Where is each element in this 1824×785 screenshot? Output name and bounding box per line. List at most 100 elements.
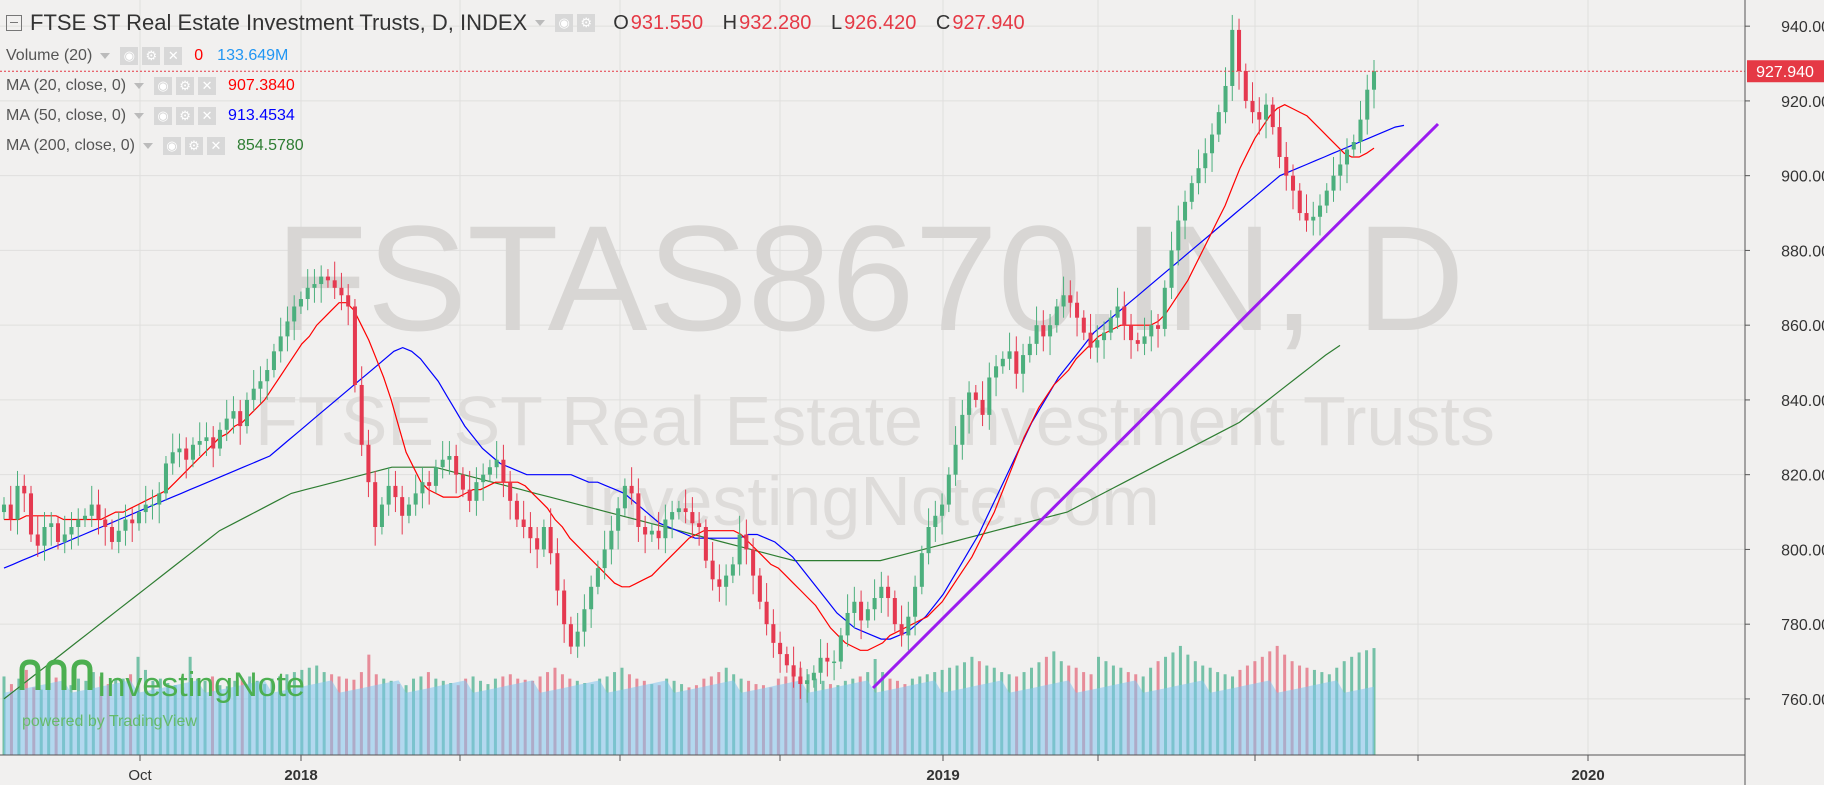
ohlc-open-value: 931.550 xyxy=(630,11,704,34)
candle-body xyxy=(1250,100,1255,113)
ohlc-close-value: 927.940 xyxy=(952,11,1025,34)
price-label: 927.940 xyxy=(1747,60,1824,83)
close-icon[interactable]: ✕ xyxy=(164,47,183,65)
candle-body xyxy=(109,527,115,542)
eye-icon[interactable]: ◉ xyxy=(555,14,574,32)
gear-icon[interactable]: ⚙ xyxy=(184,137,203,155)
eye-icon[interactable]: ◉ xyxy=(120,47,139,65)
candle-body xyxy=(1344,149,1350,165)
candle-body xyxy=(251,388,256,400)
watermark-name: FTSE ST Real Estate Investment Trusts xyxy=(255,382,1495,460)
candle-body xyxy=(987,377,992,415)
candle-body xyxy=(818,657,823,673)
time-tick-label: 2020 xyxy=(1571,767,1604,784)
candle-body xyxy=(352,306,357,385)
time-tick-label: 2019 xyxy=(926,767,959,784)
eye-icon[interactable]: ◉ xyxy=(154,77,173,95)
candle-body xyxy=(467,489,472,501)
candle-body xyxy=(42,527,47,546)
candlestick-series xyxy=(1,14,1377,703)
candle-body xyxy=(697,523,702,528)
close-icon[interactable]: ✕ xyxy=(198,77,217,95)
trend-line[interactable] xyxy=(871,122,1440,690)
ma20-line xyxy=(4,104,1375,651)
candle-body xyxy=(1027,343,1032,356)
candle-body xyxy=(946,474,951,505)
collapse-icon[interactable] xyxy=(6,15,22,31)
candle-body xyxy=(487,467,492,475)
candle-body xyxy=(1075,302,1080,318)
indicator-ma200[interactable]: MA (200, close, 0) ◉ ⚙ ✕ 854.5780 xyxy=(6,137,304,155)
volume-ma xyxy=(4,680,1374,755)
candle-body xyxy=(244,399,249,427)
candle-body xyxy=(1196,168,1201,184)
candle-body xyxy=(190,444,195,460)
candle-body xyxy=(1230,29,1235,86)
candle-body xyxy=(89,504,94,516)
candle-body xyxy=(771,624,776,643)
gear-icon[interactable]: ⚙ xyxy=(176,77,195,95)
indicator-ma20[interactable]: MA (20, close, 0) ◉ ⚙ ✕ 907.3840 xyxy=(6,77,295,95)
candle-body xyxy=(433,467,438,486)
indicator-dropdown-icon[interactable] xyxy=(134,83,145,89)
gear-icon[interactable]: ⚙ xyxy=(176,107,195,125)
candle-body xyxy=(292,306,297,322)
candle-body xyxy=(76,519,81,528)
candle-body xyxy=(130,519,135,524)
time-tick-label: Oct xyxy=(128,767,152,784)
indicator-label: MA (50, close, 0) xyxy=(6,107,127,124)
candle-body xyxy=(346,295,351,307)
candle-body xyxy=(238,411,243,427)
candle-body xyxy=(1068,295,1073,303)
candle-body xyxy=(184,448,189,460)
candle-body xyxy=(460,474,465,490)
eye-icon[interactable]: ◉ xyxy=(154,107,173,125)
candle-body xyxy=(143,504,148,513)
candle-body xyxy=(1270,104,1275,128)
price-tick-label: 860.000 xyxy=(1781,318,1824,335)
candle-body xyxy=(683,508,688,513)
indicator-dropdown-icon[interactable] xyxy=(100,53,111,59)
gear-icon[interactable]: ⚙ xyxy=(577,14,596,32)
candle-body xyxy=(170,452,175,464)
candle-body xyxy=(724,575,729,587)
candle-body xyxy=(1095,340,1100,348)
candle-body xyxy=(845,612,850,636)
candle-body xyxy=(1,504,7,513)
candle-body xyxy=(393,485,398,498)
candle-body xyxy=(811,672,816,681)
candle-body xyxy=(481,474,486,483)
candle-body xyxy=(1048,325,1053,337)
candle-body xyxy=(1021,355,1026,374)
candle-body xyxy=(514,500,519,520)
indicator-dropdown-icon[interactable] xyxy=(142,143,153,149)
logo-icon xyxy=(19,659,93,690)
candle-body xyxy=(49,523,54,528)
indicator-volume[interactable]: Volume (20) ◉ ⚙ ✕ 0 133.649M xyxy=(6,47,288,65)
title-dropdown-icon[interactable] xyxy=(535,20,546,26)
candle-body xyxy=(305,287,310,300)
candle-body xyxy=(15,485,20,520)
indicator-ma50[interactable]: MA (50, close, 0) ◉ ⚙ ✕ 913.4534 xyxy=(6,107,295,125)
candle-body xyxy=(865,609,870,621)
price-tick-label: 920.000 xyxy=(1781,94,1824,111)
candle-body xyxy=(211,437,216,449)
candle-body xyxy=(899,624,904,636)
close-icon[interactable]: ✕ xyxy=(198,107,217,125)
close-icon[interactable]: ✕ xyxy=(206,137,225,155)
candle-body xyxy=(1115,306,1120,318)
candle-body xyxy=(953,444,958,475)
candle-body xyxy=(501,459,506,483)
gear-icon[interactable]: ⚙ xyxy=(142,47,161,65)
candle-body xyxy=(35,534,40,546)
indicator-dropdown-icon[interactable] xyxy=(134,113,145,119)
eye-icon[interactable]: ◉ xyxy=(162,137,181,155)
candle-body xyxy=(116,530,121,542)
candle-body xyxy=(1014,351,1019,374)
candle-body xyxy=(757,575,762,602)
candle-body xyxy=(420,482,425,494)
candle-body xyxy=(1351,142,1356,150)
price-label-text: 927.940 xyxy=(1756,64,1814,81)
